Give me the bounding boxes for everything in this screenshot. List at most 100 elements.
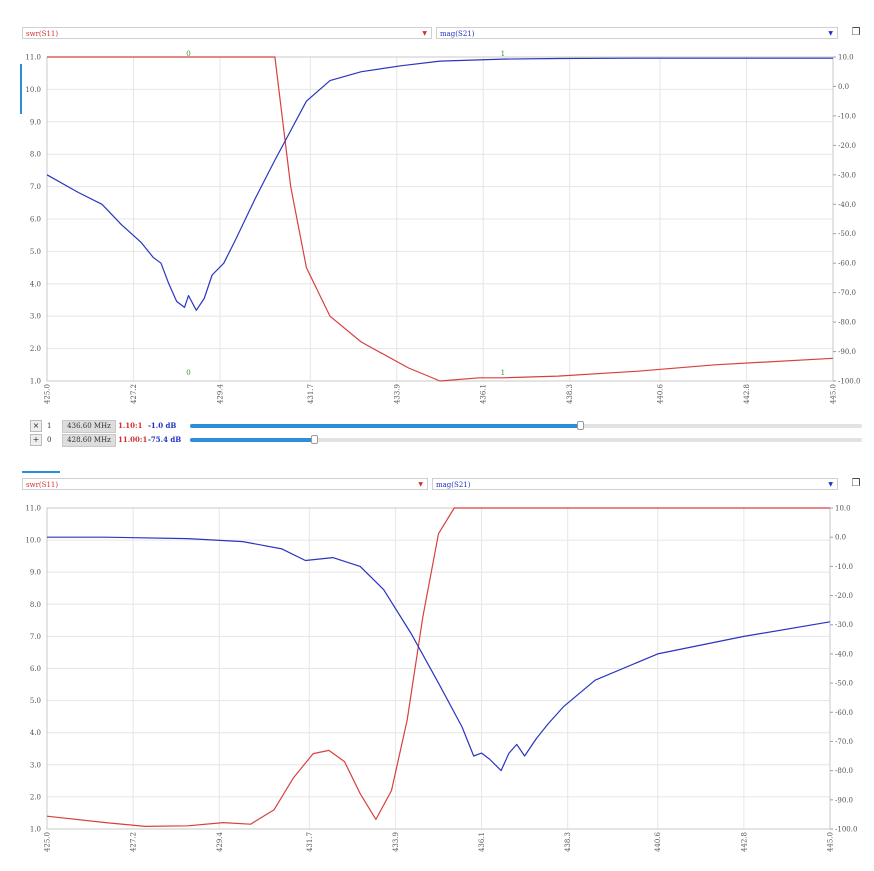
right-axis-tick-label: -60.0 [838,260,856,268]
x-axis-tick-label: 438.3 [566,384,574,404]
plot-frame [46,507,831,830]
x-axis-tick-label: 433.9 [392,832,400,852]
left-trace-select-label-1: swr(S11) [26,30,59,38]
left-axis-tick-label: 7.0 [30,633,41,641]
x-axis-tick-label: 445.0 [830,384,838,404]
right-axis-tick-label: -40.0 [835,650,853,658]
marker-slider-fill [190,424,580,428]
chevron-down-icon: ▼ [418,481,423,488]
marker-swr-value: 11.00:1 [118,435,148,444]
chevron-down-icon: ▼ [828,481,833,488]
mag-s21-line [47,536,831,772]
x-axis-tick-label: 425.0 [44,384,52,404]
marker-mag-value: -1.0 dB [148,421,177,430]
right-axis-tick-label: -100.0 [838,378,860,386]
right-axis-tick-label: -20.0 [835,592,853,600]
right-axis-tick-label: -10.0 [838,112,856,120]
right-axis-tick-label: -70.0 [838,289,856,297]
panel-accent-bar [20,64,22,114]
marker-slider-thumb[interactable] [576,421,584,430]
right-axis-tick-label: -40.0 [838,201,856,209]
marker-slider-track[interactable] [190,421,862,430]
left-axis-tick-label: 8.0 [30,151,41,159]
x-axis-tick-label: 438.3 [564,832,572,852]
left-axis-tick-label: 5.0 [30,697,41,705]
x-axis-tick-label: 431.7 [307,384,315,404]
x-axis-tick-label: 436.1 [478,832,486,852]
left-axis-tick-label: 10.0 [25,537,41,545]
right-axis-tick-label: -80.0 [838,319,856,327]
marker-index: 1 [47,422,52,430]
window-restore-icon[interactable]: ❐ [851,27,861,38]
x-axis-tick-label: 433.9 [393,384,401,404]
left-axis-tick-label: 5.0 [30,248,41,256]
right-axis-tick-label: 0.0 [838,83,849,91]
x-axis-tick-label: 442.8 [740,832,748,852]
chart-2: 1.0 2.0 3.0 4.0 5.0 6.0 7.0 8.0 9.0 10.0 11.0 10.0 0… [25,505,857,853]
right-axis-tick-label: 10.0 [838,54,854,62]
left-axis-tick-label: 4.0 [30,729,41,737]
x-axis-tick-label: 436.1 [480,384,488,404]
right-trace-select-1[interactable]: mag(S21) ▼ [436,27,838,39]
add-marker-button[interactable]: + [30,434,42,446]
left-axis-tick-label: 6.0 [30,665,41,673]
left-axis-tick-label: 7.0 [30,183,41,191]
marker-slider-fill [190,438,315,442]
right-axis-tick-label: -60.0 [835,709,853,717]
right-trace-select-2[interactable]: mag(S21) ▼ [432,478,838,490]
chevron-down-icon: ▼ [828,30,833,37]
marker-row-0: + 0 428.60 MHz 11.00:1 -75.4 dB [30,434,870,447]
right-trace-select-label-2: mag(S21) [436,481,471,489]
left-axis-tick-label: 11.0 [25,505,41,513]
right-axis-tick-label: -80.0 [835,767,853,775]
left-trace-select-2[interactable]: swr(S11) ▼ [22,478,428,490]
trace-selector-row-2: swr(S11) ▼ mag(S21) ▼ [22,478,842,491]
left-axis-tick-label: 2.0 [30,793,41,801]
x-axis-tick-label: 445.0 [827,832,835,852]
trace-selector-row-1: swr(S11) ▼ mag(S21) ▼ [22,27,842,40]
swr-s11-line [47,56,834,382]
x-axis-tick-label: 431.7 [306,832,314,852]
left-axis-tick-label: 1.0 [30,378,41,386]
left-axis-tick-label: 4.0 [30,280,41,288]
left-trace-select-1[interactable]: swr(S11) ▼ [22,27,432,39]
x-axis-tick-label: 425.0 [44,832,52,852]
right-axis-tick-label: -20.0 [838,142,856,150]
left-axis-tick-label: 6.0 [30,216,41,224]
right-axis-tick-label: -30.0 [838,171,856,179]
right-axis-tick-label: 10.0 [835,505,851,513]
marker-label-1-top: 1 [501,50,505,58]
x-axis-tick-label: 429.4 [216,831,224,852]
right-axis-tick-label: -10.0 [835,563,853,571]
marker-swr-value: 1.10:1 [118,421,143,430]
marker-label-0-top: 0 [186,50,190,58]
x-axis-tick-label: 427.2 [130,832,138,852]
remove-marker-button[interactable]: × [30,420,42,432]
right-axis-tick-label: -100.0 [835,826,857,834]
chart-1: 1.02.03.04.05.06.07.08.09.010.011.0 10.00… [25,50,860,404]
x-axis-tick-label: 440.6 [654,831,662,852]
left-axis-tick-label: 3.0 [30,313,41,321]
left-axis-tick-label: 2.0 [30,345,41,353]
right-axis-tick-label: -90.0 [838,348,856,356]
marker-index: 0 [47,436,52,444]
x-axis-tick-label: 442.8 [743,384,751,404]
x-axis-tick-label: 429.4 [216,383,224,404]
marker-slider-thumb[interactable] [311,435,319,444]
chart-panel-1: swr(S11) ▼ mag(S21) ▼ ❐ 1.0 2.0 3.0 4.0 5.0 6… [20,27,870,447]
right-axis-tick-label: -90.0 [835,796,853,804]
left-trace-select-label-2: swr(S11) [26,481,59,489]
x-axis-tick-label: 427.2 [130,384,138,404]
right-axis-tick-label: 0.0 [835,534,846,542]
window-restore-icon[interactable]: ❐ [851,478,861,489]
right-axis-tick-label: -50.0 [838,230,856,238]
marker-row-1: × 1 436.60 MHz 1.10:1 -1.0 dB [30,420,870,433]
left-axis-tick-label: 9.0 [30,569,41,577]
chevron-down-icon: ▼ [422,30,427,37]
right-axis-tick-label: -30.0 [835,621,853,629]
marker-label-1: 1 [501,369,505,377]
marker-slider-track[interactable] [190,435,862,444]
marker-mag-value: -75.4 dB [148,435,182,444]
right-trace-select-label-1: mag(S21) [440,30,475,38]
chart-panel-2: swr(S11) ▼ mag(S21) ▼ ❐ 1.0 2.0 3.0 4.0 5.0 6… [0,465,874,868]
